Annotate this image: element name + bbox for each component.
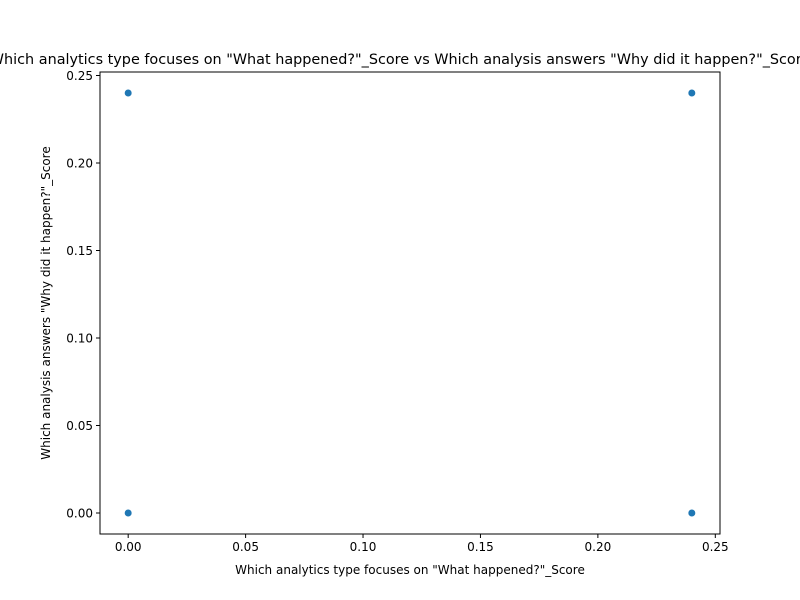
y-axis-label: Which analysis answers "Why did it happe…: [39, 146, 53, 459]
chart-title: Which analytics type focuses on "What ha…: [0, 52, 800, 68]
y-tick-label: 0.05: [66, 419, 93, 433]
y-tick-label: 0.25: [66, 69, 93, 83]
x-tick-label: 0.00: [115, 540, 142, 554]
x-tick-label: 0.10: [350, 540, 377, 554]
data-point: [687, 88, 696, 98]
x-tick-label: 0.15: [467, 540, 494, 554]
y-tick-label: 0.10: [66, 332, 93, 346]
data-point: [124, 508, 133, 518]
y-axis-ticks: 0.00 0.05 0.10 0.15 0.20 0.25: [66, 69, 100, 521]
y-tick-label: 0.15: [66, 244, 93, 258]
x-tick-label: 0.05: [232, 540, 259, 554]
x-tick-label: 0.20: [585, 540, 612, 554]
x-axis-ticks: 0.00 0.05 0.10 0.15 0.20 0.25: [115, 534, 729, 554]
data-point: [687, 508, 696, 518]
y-tick-label: 0.20: [66, 157, 93, 171]
x-tick-label: 0.25: [702, 540, 729, 554]
y-tick-label: 0.00: [66, 507, 93, 521]
data-point: [124, 88, 133, 98]
data-points: [124, 88, 696, 518]
x-axis-label: Which analytics type focuses on "What ha…: [235, 563, 585, 577]
plot-area: [99, 71, 721, 535]
